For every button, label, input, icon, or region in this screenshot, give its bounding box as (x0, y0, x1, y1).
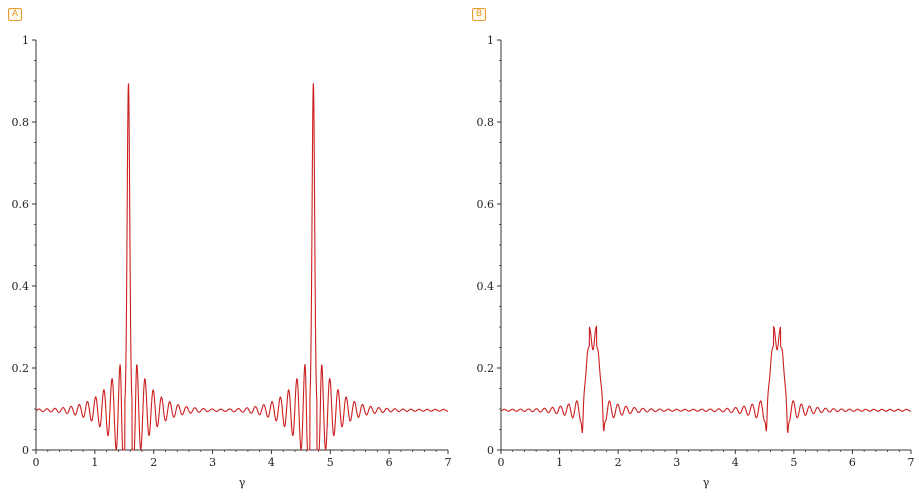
x-tick-label: 6 (849, 456, 856, 469)
x-tick-label: 5 (790, 456, 797, 469)
x-tick-label: 3 (209, 456, 216, 469)
panel-label-badge-a: A (8, 8, 22, 21)
x-tick-label: 6 (386, 456, 393, 469)
y-tick-label: 0.4 (477, 280, 495, 293)
panel-label-badge-b: B (472, 8, 486, 21)
y-tick-label: 0 (22, 444, 29, 457)
x-tick-label: 2 (150, 456, 157, 469)
x-tick-label: 2 (615, 456, 622, 469)
y-tick-label: 0.2 (477, 362, 495, 375)
series-line (35, 83, 449, 451)
series-line (500, 325, 912, 434)
x-tick-label: 1 (556, 456, 563, 469)
x-tick-label: 1 (91, 456, 98, 469)
y-tick-label: 1 (487, 34, 494, 47)
x-tick-label: 4 (732, 456, 739, 469)
x-tick-label: 3 (673, 456, 680, 469)
x-tick-label: 4 (268, 456, 275, 469)
chart-a-svg: 0 1 2 3 4 5 6 7 0 0.2 0.4 0.6 0.8 1 γ (12, 34, 452, 489)
x-tick-label: 7 (908, 456, 915, 469)
x-tick-label: 5 (327, 456, 334, 469)
x-tick-label: 7 (445, 456, 452, 469)
y-tick-label: 0 (487, 444, 494, 457)
chart-panel-b: B 0 1 2 3 4 5 6 7 0 0.2 0.4 0.6 0.8 1 γ (460, 0, 919, 496)
x-axis-label: γ (703, 476, 710, 489)
y-tick-label: 0.2 (12, 362, 30, 375)
x-tick-label: 0 (33, 456, 40, 469)
y-tick-label: 0.6 (12, 198, 30, 211)
x-axis-label: γ (239, 476, 246, 489)
y-tick-label: 0.8 (12, 116, 30, 129)
y-tick-label: 0.8 (477, 116, 495, 129)
y-tick-label: 1 (22, 34, 29, 47)
y-tick-label: 0.6 (477, 198, 495, 211)
x-tick-label: 0 (498, 456, 505, 469)
chart-b-svg: 0 1 2 3 4 5 6 7 0 0.2 0.4 0.6 0.8 1 γ (477, 34, 915, 489)
y-tick-label: 0.4 (12, 280, 30, 293)
chart-panel-a: A 0 1 2 3 4 5 6 7 0 0.2 0.4 0.6 0.8 1 γ (8, 8, 452, 489)
